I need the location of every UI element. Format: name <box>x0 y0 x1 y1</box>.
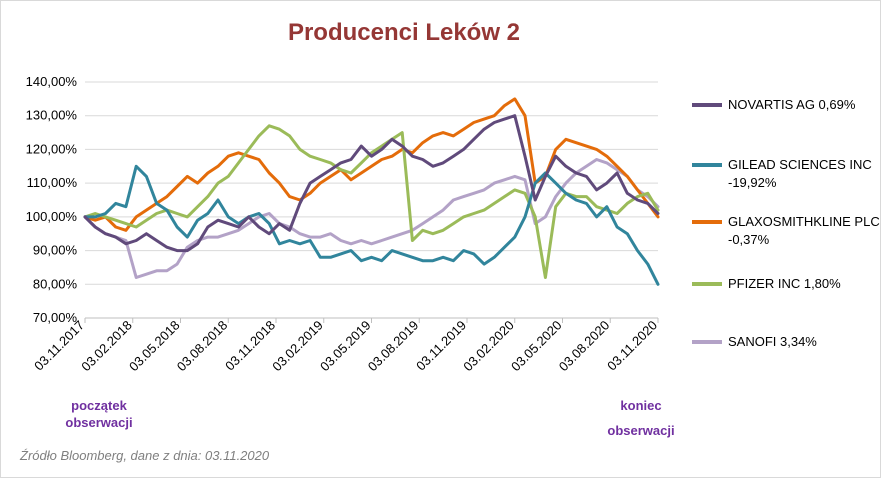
y-tick-label: 80,00% <box>33 276 78 291</box>
x-tick-label: 03.02.2019 <box>269 318 326 375</box>
y-tick-label: 140,00% <box>26 74 78 89</box>
series-line <box>83 158 660 279</box>
x-tick-label: 03.11.2020 <box>604 318 660 374</box>
x-tick-label: 03.08.2018 <box>174 318 231 375</box>
legend-label-cont: -19,92% <box>728 175 777 190</box>
series-line <box>83 164 660 286</box>
y-tick-label: 120,00% <box>26 141 78 156</box>
y-tick-label: 130,00% <box>26 108 78 123</box>
legend-label: GILEAD SCIENCES INC <box>728 157 872 172</box>
series-line <box>83 114 660 253</box>
legend-label: NOVARTIS AG 0,69% <box>728 97 856 112</box>
x-tick-label: 03.05.2018 <box>126 318 183 375</box>
y-tick-label: 70,00% <box>33 310 78 325</box>
source-note: Źródło Bloomberg, dane z dnia: 03.11.202… <box>19 448 270 463</box>
series-line <box>83 97 660 232</box>
x-tick-label: 03.05.2020 <box>508 318 565 375</box>
x-tick-label: 03.02.2020 <box>460 318 517 375</box>
x-tick-label: 03.05.2019 <box>317 318 374 375</box>
chart-title: Producenci Leków 2 <box>288 19 520 46</box>
y-tick-label: 110,00% <box>27 175 78 190</box>
x-tick-label: 03.08.2020 <box>556 318 613 375</box>
end-note-line1: koniec <box>620 398 661 413</box>
legend-label: PFIZER INC 1,80% <box>728 276 841 291</box>
legend-label: GLAXOSMITHKLINE PLC <box>728 214 880 229</box>
y-axis: 70,00% 80,00% 90,00% 100,00% 110,00% 120,00% 1… <box>26 74 78 325</box>
legend: NOVARTIS AG 0,69% GILEAD SCIENCES INC -19,… <box>692 97 880 349</box>
legend-label: SANOFI 3,34% <box>728 334 817 349</box>
legend-label-cont: -0,37% <box>728 232 770 247</box>
series-lines <box>83 97 660 286</box>
start-note-line1: początek <box>71 398 127 413</box>
y-tick-label: 100,00% <box>26 209 78 224</box>
y-tick-label: 90,00% <box>33 243 78 258</box>
end-note-line2: obserwacji <box>607 423 674 438</box>
series-line <box>83 124 660 279</box>
x-tick-label: 03.02.2018 <box>78 318 135 375</box>
grid <box>85 81 658 319</box>
start-note-line2: obserwacji <box>65 415 132 430</box>
x-axis: 03.11.201703.02.201803.05.201803.08.2018… <box>31 317 660 375</box>
x-tick-label: 03.08.2019 <box>365 318 422 375</box>
